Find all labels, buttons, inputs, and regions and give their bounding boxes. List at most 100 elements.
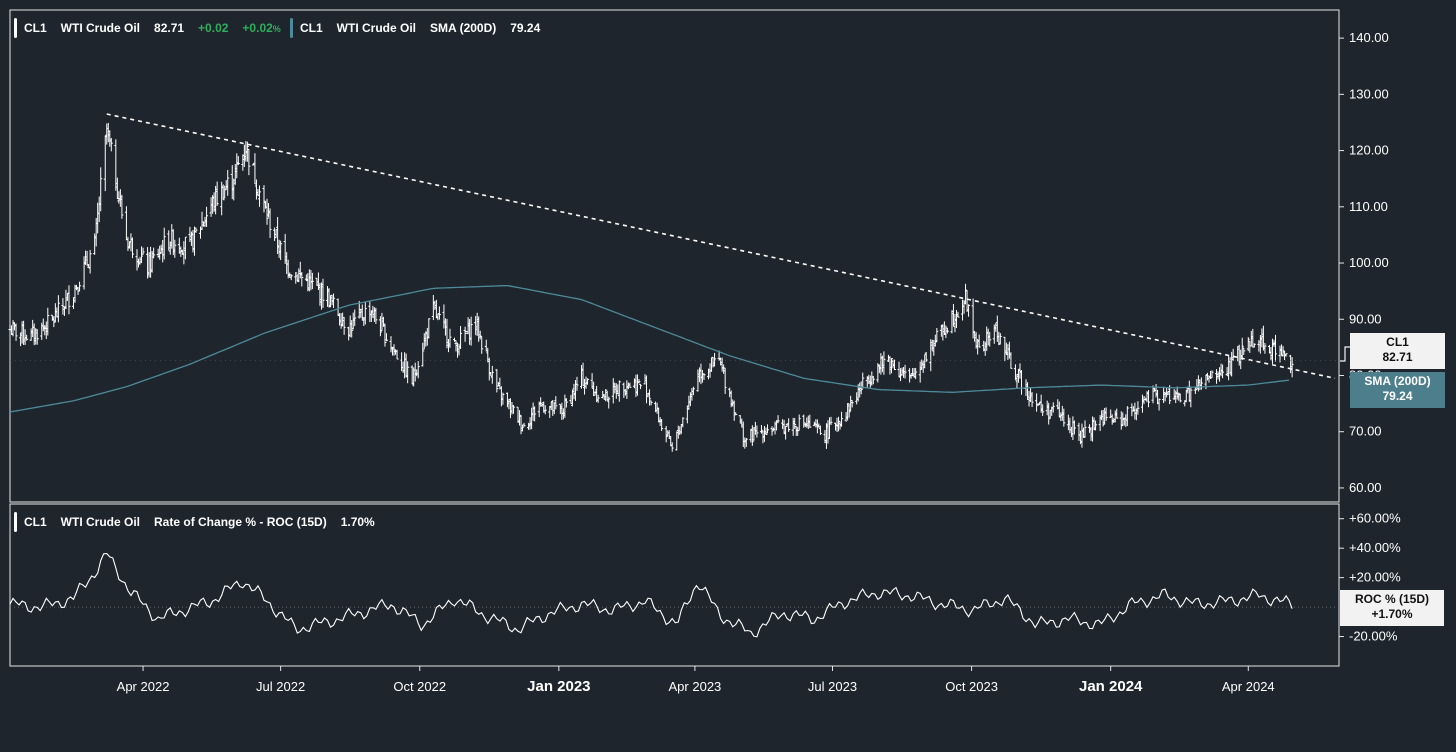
- price-bar: [257, 185, 261, 207]
- price-bar: [924, 352, 928, 362]
- price-bar: [664, 425, 668, 443]
- price-bar: [495, 369, 499, 393]
- roc-tag-label: ROC % (15D): [1354, 592, 1429, 606]
- price-bar: [956, 311, 960, 318]
- price-bar: [183, 236, 187, 260]
- price-bar: [744, 438, 748, 447]
- price-bar: [1146, 390, 1150, 408]
- price-bar: [935, 327, 939, 343]
- price-bar: [998, 333, 1002, 345]
- price-bar: [840, 411, 844, 427]
- price-bar: [1199, 377, 1203, 390]
- price-last-tag: CL1 82.71: [1350, 333, 1445, 369]
- price-bar: [215, 181, 219, 206]
- roc-y-tick-label: +40.00%: [1349, 540, 1401, 555]
- price-bar: [988, 331, 992, 347]
- price-legend-last: 82.71: [154, 21, 185, 35]
- roc-y-tick-label: +20.00%: [1349, 570, 1401, 585]
- price-bar: [522, 422, 526, 427]
- price-bar: [808, 414, 812, 428]
- price-bar: [448, 328, 452, 348]
- price-bar: [374, 307, 378, 324]
- price-bar: [750, 425, 754, 446]
- roc-legend[interactable]: CL1 WTI Crude Oil Rate of Change % - ROC…: [14, 511, 397, 533]
- price-bar: [268, 208, 272, 239]
- x-tick-label: Apr 2024: [1222, 679, 1275, 694]
- price-bar: [279, 240, 283, 261]
- price-legend[interactable]: CL1 WTI Crude Oil 82.71 +0.02 +0.02%: [14, 17, 289, 39]
- price-bar: [1035, 393, 1039, 412]
- sma-legend[interactable]: CL1 WTI Crude Oil SMA (200D) 79.24: [290, 17, 563, 39]
- price-bars: [8, 122, 1294, 452]
- price-bar: [734, 412, 738, 416]
- price-bar: [395, 349, 399, 360]
- price-y-tick-label: 120.00: [1349, 143, 1389, 158]
- price-bar: [539, 397, 543, 407]
- price-bar: [882, 351, 886, 375]
- price-y-tick-label: 60.00: [1349, 480, 1382, 495]
- price-bar: [253, 153, 257, 185]
- price-bar: [1083, 420, 1087, 438]
- sma-line: [9, 284, 1290, 413]
- price-bar: [648, 389, 652, 406]
- price-bar: [660, 419, 664, 432]
- price-bar: [490, 365, 494, 384]
- price-bar: [421, 342, 425, 367]
- price-bar: [1062, 408, 1066, 427]
- sma-legend-label: SMA (200D): [430, 21, 497, 35]
- price-bar: [1263, 342, 1267, 354]
- price-bar: [480, 336, 484, 354]
- roc-last-tag: ROC % (15D) +1.70%: [1340, 590, 1444, 626]
- price-bar: [1242, 347, 1246, 355]
- price-bar: [889, 358, 893, 374]
- price-legend-swatch: [14, 18, 17, 38]
- price-bar: [265, 198, 269, 225]
- sma-tag-label: SMA (200D): [1364, 374, 1431, 388]
- price-bar: [596, 394, 600, 403]
- price-legend-change: +0.02: [198, 21, 229, 35]
- price-bar: [1221, 364, 1225, 379]
- price-bar: [764, 427, 768, 436]
- price-bar: [162, 227, 166, 260]
- price-bar: [1101, 409, 1105, 427]
- price-bar: [797, 414, 801, 431]
- price-bar: [1072, 420, 1076, 435]
- price-legend-change-pct: +0.02%: [242, 21, 280, 35]
- price-bar: [1115, 408, 1119, 419]
- price-bar: [691, 386, 695, 396]
- price-bar: [1041, 404, 1045, 416]
- price-tag-connector: [1340, 346, 1350, 362]
- price-bar: [649, 400, 653, 406]
- roc-panel-frame: [9, 503, 1340, 667]
- price-bar: [289, 274, 293, 281]
- price-bar: [967, 304, 971, 317]
- price-bar: [88, 249, 92, 274]
- price-bar: [765, 424, 769, 434]
- price-bar: [205, 206, 209, 227]
- price-y-tick-label: 70.00: [1349, 424, 1382, 439]
- price-bar: [702, 373, 706, 381]
- price-bar: [469, 316, 473, 346]
- price-bar: [1273, 334, 1277, 362]
- price-bar: [732, 400, 736, 421]
- price-bar: [1205, 372, 1209, 381]
- price-legend-change-pct-value: +0.02: [242, 21, 273, 35]
- sma-legend-value: 79.24: [510, 21, 541, 35]
- roc-legend-label: Rate of Change % - ROC (15D): [154, 515, 327, 529]
- x-tick-label: Jul 2023: [808, 679, 857, 694]
- price-tag-ticker: CL1: [1386, 335, 1409, 349]
- price-bar: [521, 424, 525, 432]
- price-legend-ticker: CL1: [24, 21, 47, 35]
- price-bar: [759, 425, 763, 434]
- price-bar: [109, 137, 113, 152]
- x-tick-label: Oct 2022: [393, 679, 446, 694]
- price-bar: [427, 318, 431, 339]
- price-bar: [416, 361, 420, 379]
- price-bar: [847, 403, 851, 418]
- price-bar: [247, 148, 251, 176]
- price-bar: [437, 306, 441, 320]
- price-bar: [221, 184, 225, 201]
- price-bar: [1252, 343, 1256, 348]
- price-bar: [903, 364, 907, 379]
